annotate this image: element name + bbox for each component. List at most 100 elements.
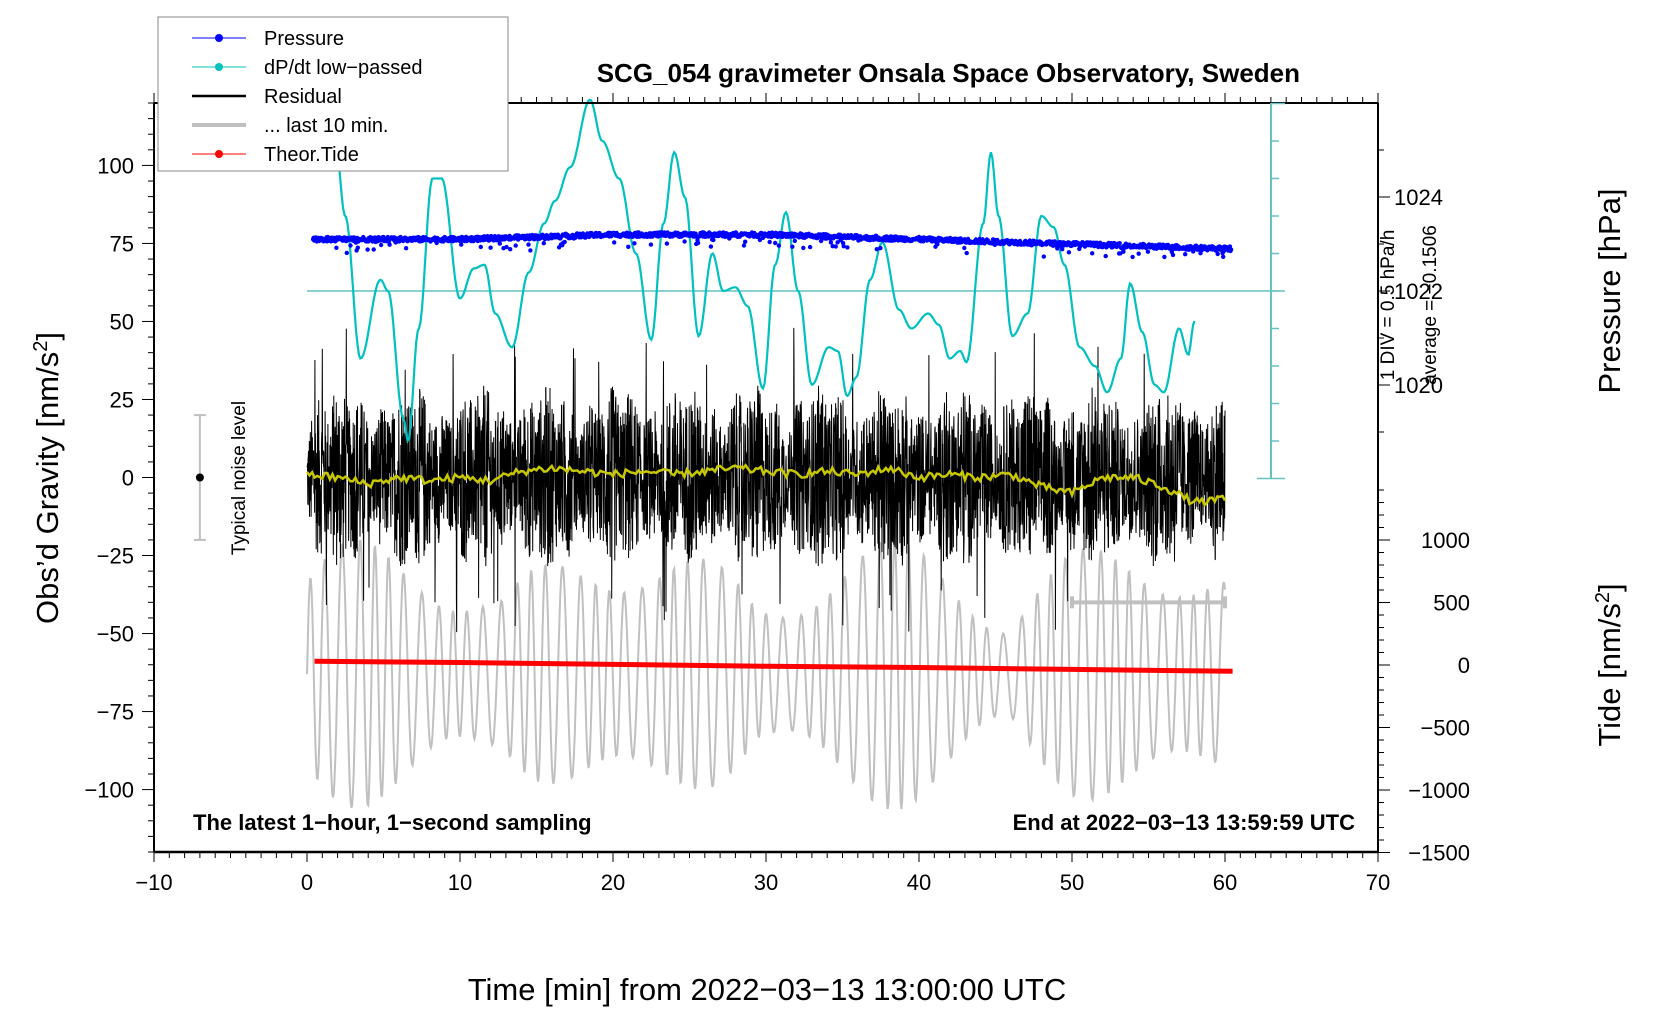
legend-box	[157, 16, 509, 172]
pressure-point	[387, 242, 392, 247]
legend-label: Residual	[264, 86, 342, 108]
x-tick-label: 0	[301, 870, 313, 895]
x-axis-title: Time [min] from 2022−03−13 13:00:00 UTC	[468, 972, 1067, 1007]
series-last-10-min-line	[306, 538, 1226, 810]
x-tick-label: −10	[135, 870, 172, 895]
pressure-point	[1066, 250, 1072, 255]
legend-label: Pressure	[264, 28, 344, 50]
pressure-point	[1162, 254, 1167, 260]
series-theor-tide-line	[314, 658, 1233, 674]
pressure-point	[626, 244, 631, 249]
pressure-point	[801, 245, 806, 251]
pressure-point	[807, 244, 813, 250]
x-tick-label: 30	[754, 870, 778, 895]
pressure-point	[767, 239, 772, 245]
y-tick-label-left: −50	[97, 622, 134, 647]
pressure-point	[1121, 249, 1126, 254]
x-tick-label: 20	[601, 870, 625, 895]
legend-swatch-dot	[215, 34, 223, 42]
pressure-point	[741, 243, 747, 248]
y-axis-title-left-sup: 2	[30, 341, 52, 352]
pressure-point	[612, 240, 617, 245]
pressure-point	[1228, 247, 1234, 252]
y-axis-title-left-end: ]	[30, 332, 65, 341]
bottom-left-annotation: The latest 1−hour, 1−second sampling	[193, 810, 592, 835]
pressure-point	[541, 241, 546, 246]
pressure-point	[878, 245, 883, 251]
pressure-point	[334, 245, 339, 250]
pressure-point	[459, 242, 464, 247]
legend-label: ... last 10 min.	[264, 115, 389, 137]
pressure-point	[776, 243, 782, 248]
y-tick-label-left: −25	[97, 544, 134, 569]
y-tick-label-left: −75	[97, 700, 134, 725]
legend-label: dP/dt low−passed	[264, 57, 422, 79]
pressure-point	[1117, 241, 1122, 246]
pressure-point	[371, 247, 376, 252]
pressure-point	[1130, 254, 1135, 260]
pressure-point	[695, 240, 701, 246]
y-axis-title-tide: Tide [nm/s2]	[1592, 583, 1627, 746]
pressure-point	[648, 242, 654, 247]
pressure-point	[1060, 247, 1065, 252]
y-axis-title-tide-sup: 2	[1592, 592, 1614, 603]
y-tick-label-left: 0	[122, 466, 134, 491]
x-tick-label: 50	[1060, 870, 1084, 895]
pressure-point	[365, 247, 370, 252]
dpdt-average-label: average = −0.1506	[1420, 225, 1441, 385]
pressure-point	[526, 242, 531, 247]
y-tick-label-left: 50	[110, 309, 134, 334]
legend-swatch-dot	[215, 63, 223, 71]
pressure-point	[562, 239, 567, 245]
pressure-point	[508, 247, 513, 252]
pressure-point	[773, 240, 778, 246]
pressure-point	[497, 241, 502, 246]
pressure-point	[1170, 252, 1176, 258]
y-tick-label-tide: −1500	[1408, 841, 1470, 866]
pressure-point	[478, 244, 483, 250]
series-residual-smoothed-line	[305, 463, 1227, 508]
pressure-point	[632, 241, 637, 246]
pressure-point	[964, 250, 969, 256]
y-tick-label-left: 25	[110, 387, 134, 412]
pressure-point	[743, 239, 748, 244]
pressure-point	[835, 240, 840, 245]
chart-title: SCG_054 gravimeter Onsala Space Observat…	[597, 58, 1300, 88]
pressure-point	[841, 244, 846, 249]
y-tick-label-left: 100	[97, 153, 134, 178]
pressure-point	[528, 248, 533, 253]
pressure-point	[488, 245, 493, 250]
x-tick-label: 40	[907, 870, 931, 895]
x-tick-label: 70	[1366, 870, 1390, 895]
y-axis-title-left-text: Obs’d Gravity [nm/s	[30, 352, 65, 624]
pressure-point	[711, 237, 716, 243]
pressure-point	[513, 243, 518, 248]
legend-label: Theor.Tide	[264, 144, 359, 166]
pressure-point	[828, 240, 834, 245]
y-tick-label-tide: −1000	[1408, 778, 1470, 803]
pressure-point	[1221, 254, 1226, 259]
pressure-point	[833, 244, 838, 249]
pressure-point	[790, 244, 795, 249]
noise-level-center-dot	[195, 473, 204, 482]
pressure-point	[682, 239, 687, 244]
y-tick-label-pressure: 1024	[1394, 185, 1443, 210]
legend-swatch-dot	[215, 150, 223, 158]
series-layer	[193, 98, 1285, 810]
pressure-point	[355, 245, 360, 250]
y-tick-label-pressure: 1022	[1394, 279, 1443, 304]
pressure-point	[708, 244, 714, 249]
dpdt-div-label: 1 DIV = 0.5 hPa/h	[1378, 230, 1399, 381]
y-tick-label-tide: 500	[1433, 591, 1470, 616]
noise-level-label: Typical noise level	[229, 401, 250, 555]
x-tick-label: 60	[1213, 870, 1237, 895]
y-tick-label-left: 75	[110, 231, 134, 256]
pressure-point	[403, 246, 409, 251]
y-tick-label-tide: 1000	[1421, 528, 1470, 553]
pressure-point	[1103, 253, 1108, 259]
series-dpdt-line	[333, 98, 1196, 444]
y-tick-label-pressure: 1020	[1394, 373, 1443, 398]
pressure-point	[664, 241, 670, 246]
pressure-point	[1145, 249, 1151, 254]
